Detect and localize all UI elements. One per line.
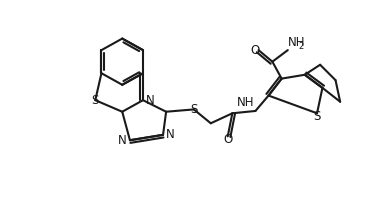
Text: S: S <box>190 103 198 116</box>
Text: S: S <box>92 94 99 107</box>
Text: N: N <box>146 94 155 107</box>
Text: S: S <box>313 110 321 123</box>
Text: N: N <box>166 128 175 141</box>
Text: O: O <box>223 133 233 146</box>
Text: N: N <box>118 134 127 147</box>
Text: NH: NH <box>288 36 305 49</box>
Text: O: O <box>251 44 260 57</box>
Text: 2: 2 <box>299 42 304 51</box>
Text: NH: NH <box>236 96 254 109</box>
